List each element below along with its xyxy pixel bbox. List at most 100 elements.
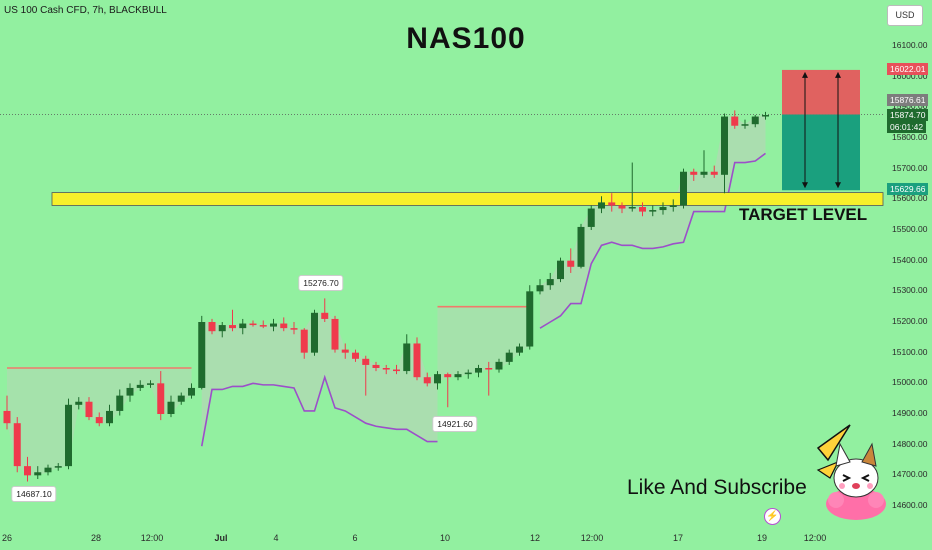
candle-body	[3, 410, 11, 424]
trail-a-fill	[201, 312, 438, 447]
price-tick-label: 15200.00	[892, 316, 928, 326]
high-callout: 15276.70	[298, 275, 344, 291]
candle-body	[352, 352, 359, 359]
candle-body	[485, 368, 493, 370]
candle-body	[659, 207, 667, 211]
candle-body	[516, 346, 523, 353]
candle-body	[85, 401, 93, 418]
candle-body	[382, 368, 390, 370]
candle-body	[300, 329, 308, 353]
time-tick-label: Jul	[214, 533, 228, 543]
price-tick-label: 15100.00	[892, 346, 928, 357]
candle-body	[147, 383, 154, 385]
candle-body	[229, 325, 236, 329]
candle-body	[24, 466, 31, 476]
candle-body	[136, 384, 144, 388]
candle-body	[65, 404, 72, 467]
candle-body	[628, 207, 636, 209]
candle-body	[598, 202, 605, 209]
candle-body	[116, 395, 124, 411]
target-price-label: 16022.01	[887, 63, 929, 75]
candle-body	[157, 383, 165, 414]
candle-body	[54, 466, 62, 468]
price-tick-label: 14900.00	[892, 408, 928, 418]
currency-button[interactable]: USD	[887, 5, 923, 26]
candle-body	[526, 291, 534, 347]
price-tick-label: 15400.00	[892, 254, 928, 265]
candle-body	[475, 368, 482, 373]
price-tick-label: 16000.00	[892, 70, 928, 81]
candle-body	[167, 401, 175, 414]
candle-body	[372, 364, 380, 368]
candle-body	[444, 374, 452, 378]
candle-body	[680, 171, 687, 206]
target-level-label: TARGET LEVEL	[739, 205, 868, 224]
price-tick-label: 15900.00	[892, 101, 928, 112]
candle-body	[249, 323, 257, 326]
candle-body	[700, 171, 708, 175]
candle-body	[95, 417, 103, 424]
price-tick-label: 15500.00	[892, 224, 928, 234]
cat-mascot-icon	[816, 424, 886, 520]
candle-body	[239, 323, 247, 329]
candle-body	[106, 410, 113, 424]
time-tick-label: 12:00	[803, 533, 827, 543]
candle-body	[495, 361, 503, 370]
measure-arrowhead-down-1	[835, 182, 841, 189]
candle-body	[464, 372, 472, 375]
low-callout-2: 14687.10	[11, 486, 57, 502]
symbol-info: US 100 Cash CFD, 7h, BLACKBULL	[4, 5, 167, 16]
candle-body	[393, 369, 400, 372]
measure-arrowhead-down-0	[802, 182, 808, 189]
candle-body	[75, 401, 83, 405]
candle-body	[280, 323, 288, 329]
candle-body	[649, 210, 657, 212]
price-tick-label: 14700.00	[892, 469, 928, 480]
candle-body	[557, 260, 564, 280]
candle-body	[669, 205, 677, 207]
candle-body	[44, 467, 52, 473]
candle-body	[177, 395, 185, 402]
candle-body	[618, 205, 626, 209]
time-tick-label: 17	[672, 533, 684, 543]
time-tick-label: 19	[756, 533, 768, 543]
candle-body	[536, 285, 544, 292]
price-tick-label: 15700.00	[892, 162, 928, 173]
candle-body	[13, 423, 21, 467]
trail-b-fill	[540, 115, 766, 329]
candle-body	[270, 323, 277, 327]
candle-body	[218, 325, 226, 332]
candle-body	[587, 208, 595, 227]
price-tick-label: 14800.00	[892, 438, 928, 449]
time-tick-label: 4	[273, 533, 279, 543]
candle-body	[341, 349, 349, 353]
time-tick-label: 6	[352, 533, 358, 543]
candle-body	[577, 226, 585, 267]
candle-body	[751, 116, 759, 125]
candle-body	[311, 312, 318, 353]
candle-body	[741, 124, 749, 126]
candle-body	[505, 352, 513, 362]
trail-a-line	[200, 374, 438, 447]
time-tick-label: 12:00	[140, 533, 164, 543]
candle-body	[331, 318, 339, 350]
candle-body	[208, 322, 216, 332]
candle-body	[434, 374, 441, 384]
candle-body	[413, 343, 421, 378]
candle-body	[290, 328, 298, 330]
time-tick-label: 12:00	[580, 533, 604, 543]
candle-body	[423, 377, 431, 384]
time-tick-label: 12	[529, 533, 541, 543]
candle-body	[188, 387, 195, 396]
bolt-icon[interactable]: ⚡	[764, 508, 781, 525]
candle-body	[721, 116, 728, 175]
price-tick-label: 15800.00	[892, 132, 928, 142]
candle-body	[454, 374, 462, 378]
candle-body	[403, 343, 411, 372]
measure-arrowhead-up-0	[802, 71, 808, 78]
candle-body	[731, 116, 739, 126]
candle-body	[321, 312, 329, 319]
risk-zone	[782, 114, 860, 191]
